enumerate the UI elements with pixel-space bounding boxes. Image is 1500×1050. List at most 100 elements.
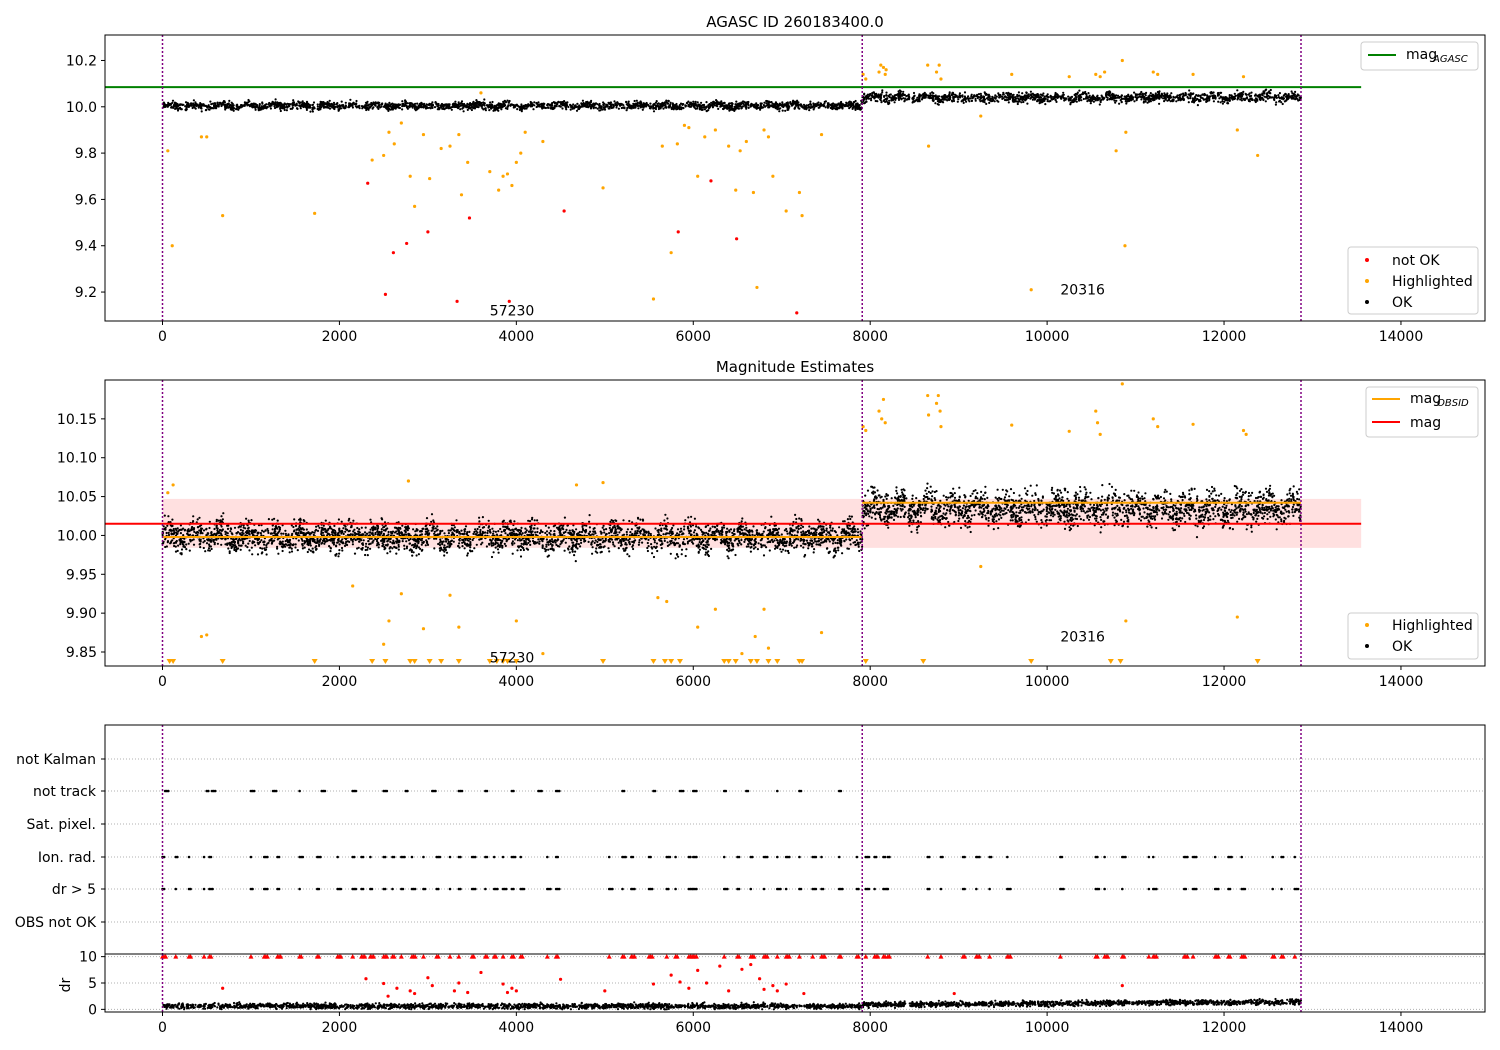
agasc-ok-point: [401, 108, 404, 111]
agasc-ok-point: [747, 106, 750, 109]
agasc-ok-point: [316, 103, 319, 106]
estimates-ok-point: [466, 554, 469, 557]
agasc-ok-point: [1032, 96, 1036, 99]
agasc-ok-point: [437, 102, 440, 106]
estimates-ok-point: [791, 524, 794, 527]
agasc-ok-point: [444, 103, 447, 106]
agasc-highlighted-point: [510, 183, 514, 188]
agasc-ok-point: [1029, 93, 1033, 97]
agasc-ok-point: [258, 105, 261, 108]
agasc-ok-point: [451, 105, 454, 108]
agasc-ok-point: [423, 102, 426, 105]
agasc-ok-point: [914, 99, 917, 102]
estimates-ok-point: [726, 555, 729, 558]
agasc-ok-point: [1180, 93, 1183, 96]
agasc-ok-point: [693, 106, 696, 109]
agasc-ok-point: [462, 110, 465, 113]
agasc-ok-point: [457, 106, 460, 109]
agasc-ok-point: [1158, 102, 1161, 105]
agasc-ok-point: [283, 106, 286, 109]
agasc-ok-point: [951, 93, 954, 96]
legend-entry: OK: [1392, 295, 1413, 311]
agasc-ok-point: [902, 90, 905, 93]
estimates-ok-point: [574, 550, 577, 553]
agasc-ok-point: [1091, 94, 1095, 97]
agasc-ok-points: [162, 88, 1302, 113]
agasc-ok-point: [305, 107, 308, 110]
agasc-ok-point: [254, 106, 257, 109]
agasc-ok-point: [898, 89, 902, 92]
agasc-highlighted-point: [541, 139, 545, 144]
agasc-ok-point: [394, 107, 397, 110]
agasc-ok-point: [1263, 92, 1266, 95]
agasc-ok-point: [991, 97, 994, 100]
agasc-ok-point: [696, 101, 699, 104]
estimates-ok-point: [469, 546, 472, 549]
agasc-ok-point: [185, 105, 188, 108]
agasc-highlighted-point: [703, 135, 707, 139]
agasc-ok-point: [694, 100, 697, 103]
estimates-ok-point: [567, 548, 570, 551]
agasc-ok-point: [337, 105, 340, 108]
agasc-ok-point: [854, 108, 857, 111]
agasc-ok-point: [523, 104, 526, 107]
agasc-ok-point: [1118, 102, 1121, 105]
estimates-ok-point: [185, 548, 188, 551]
agasc-highlighted-point: [771, 174, 775, 178]
agasc-ok-point: [899, 95, 902, 98]
agasc-ok-point: [1164, 95, 1167, 98]
agasc-ok-point: [1240, 97, 1243, 100]
agasc-ok-point: [907, 98, 911, 101]
estimates-ok-point: [248, 549, 251, 552]
agasc-ok-point: [678, 104, 681, 107]
agasc-highlighted-point: [466, 160, 470, 164]
agasc-ok-point: [1033, 93, 1036, 96]
agasc-ok-point: [185, 108, 188, 111]
agasc-ok-point: [736, 104, 739, 107]
estimates-ok-point: [529, 543, 532, 547]
agasc-ok-point: [936, 96, 939, 100]
agasc-ok-point: [273, 105, 276, 108]
agasc-ok-point: [813, 106, 816, 109]
agasc-ok-point: [648, 107, 652, 110]
agasc-ok-point: [952, 95, 955, 99]
agasc-ok-point: [823, 104, 826, 107]
agasc-ok-point: [592, 106, 596, 109]
estimates-ok-point: [856, 528, 859, 531]
legend-entry: Highlighted: [1392, 274, 1473, 290]
agasc-ok-point: [721, 104, 724, 107]
agasc-ok-point: [759, 102, 762, 105]
agasc-ok-point: [902, 97, 905, 100]
agasc-ok-point: [1140, 98, 1143, 101]
agasc-frame: [104, 34, 1486, 322]
agasc-ok-point: [480, 105, 483, 108]
agasc-ok-point: [1141, 92, 1144, 95]
agasc-ok-point: [549, 107, 552, 110]
agasc-ok-point: [606, 104, 609, 107]
agasc-ok-point: [863, 97, 866, 100]
agasc-ok-point: [344, 101, 347, 104]
agasc-ok-point: [987, 98, 990, 101]
agasc-ok-point: [1019, 97, 1022, 101]
agasc-highlighted-point: [439, 146, 443, 151]
agasc-ok-point: [391, 105, 394, 108]
estimates-ok-point: [494, 530, 497, 533]
agasc-ok-point: [1062, 91, 1065, 94]
agasc-ok-point: [475, 99, 478, 102]
agasc-ok-point: [681, 103, 684, 106]
agasc-ok-point: [1008, 93, 1011, 96]
agasc-ok-point: [955, 95, 958, 98]
agasc-ok-point: [941, 96, 945, 99]
estimates-ok-point: [274, 525, 277, 528]
agasc-ok-point: [747, 103, 750, 106]
agasc-ok-point: [854, 104, 858, 107]
agasc-ok-point: [993, 96, 996, 99]
agasc-ok-point: [572, 103, 575, 106]
agasc-ok-point: [1067, 95, 1070, 98]
estimates-ok-point: [391, 530, 395, 533]
agasc-ok-point: [253, 103, 256, 106]
agasc-ok-point: [388, 108, 391, 111]
agasc-ok-point: [897, 98, 901, 101]
agasc-ok-point: [442, 105, 445, 109]
agasc-ok-point: [1133, 91, 1136, 94]
